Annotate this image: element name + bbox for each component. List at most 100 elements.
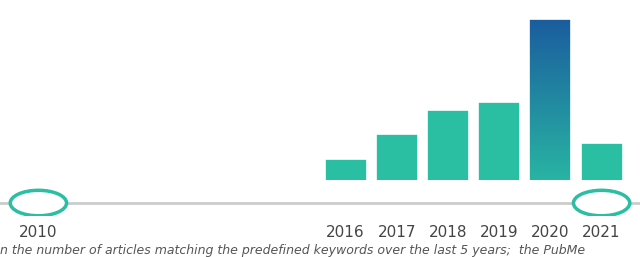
Bar bbox=[529, 184, 572, 185]
Bar bbox=[529, 177, 572, 178]
Bar bbox=[529, 140, 572, 141]
Bar bbox=[529, 151, 572, 152]
Bar bbox=[529, 117, 572, 118]
Bar bbox=[529, 55, 572, 56]
Bar bbox=[529, 84, 572, 85]
Bar bbox=[529, 192, 572, 193]
Bar bbox=[529, 122, 572, 123]
Bar bbox=[529, 85, 572, 86]
Bar bbox=[120, 184, 162, 200]
Bar bbox=[529, 135, 572, 136]
Bar bbox=[529, 196, 572, 197]
Bar bbox=[529, 131, 572, 132]
Bar bbox=[529, 152, 572, 153]
Bar bbox=[529, 145, 572, 146]
Bar bbox=[529, 119, 572, 120]
Bar bbox=[529, 115, 572, 116]
Text: 2021: 2021 bbox=[582, 225, 621, 240]
Bar bbox=[529, 62, 572, 63]
Bar bbox=[529, 150, 572, 151]
Bar bbox=[529, 35, 572, 36]
Bar bbox=[68, 184, 111, 200]
Bar bbox=[529, 173, 572, 174]
Bar bbox=[529, 110, 572, 111]
Bar bbox=[529, 187, 572, 188]
Bar bbox=[529, 48, 572, 49]
Bar bbox=[529, 164, 572, 165]
Bar bbox=[529, 90, 572, 91]
Bar bbox=[529, 59, 572, 60]
Bar bbox=[529, 68, 572, 69]
Bar bbox=[529, 120, 572, 121]
Bar bbox=[529, 124, 572, 125]
Bar bbox=[529, 86, 572, 87]
Bar bbox=[529, 129, 572, 130]
Bar bbox=[529, 71, 572, 72]
Bar bbox=[529, 118, 572, 119]
Bar bbox=[529, 56, 572, 57]
Bar bbox=[427, 110, 469, 200]
Bar bbox=[529, 188, 572, 189]
Bar bbox=[529, 51, 572, 52]
Bar bbox=[478, 102, 520, 200]
Bar bbox=[529, 40, 572, 41]
Bar bbox=[529, 89, 572, 90]
Bar bbox=[529, 88, 572, 89]
Bar bbox=[529, 94, 572, 95]
Bar bbox=[529, 198, 572, 199]
Bar bbox=[529, 74, 572, 75]
Bar bbox=[529, 148, 572, 149]
Bar bbox=[529, 127, 572, 128]
Bar bbox=[529, 146, 572, 147]
Bar bbox=[529, 181, 572, 182]
Bar bbox=[529, 193, 572, 194]
Bar bbox=[529, 130, 572, 131]
Bar bbox=[529, 174, 572, 175]
Bar bbox=[529, 75, 572, 76]
Bar bbox=[529, 102, 572, 103]
Bar bbox=[529, 172, 572, 173]
Bar bbox=[529, 67, 572, 68]
Bar bbox=[529, 98, 572, 99]
Bar bbox=[529, 46, 572, 47]
Bar bbox=[580, 143, 623, 200]
Bar bbox=[529, 25, 572, 26]
Circle shape bbox=[10, 190, 67, 216]
Bar bbox=[529, 81, 572, 82]
Bar bbox=[529, 162, 572, 163]
Bar bbox=[529, 42, 572, 43]
Bar bbox=[376, 134, 418, 200]
Bar bbox=[529, 194, 572, 195]
Bar bbox=[529, 99, 572, 100]
Bar bbox=[529, 70, 572, 71]
Bar bbox=[529, 52, 572, 53]
Text: n the number of articles matching the predefined keywords over the last 5 years;: n the number of articles matching the pr… bbox=[0, 244, 585, 257]
Bar bbox=[529, 176, 572, 177]
Bar bbox=[529, 38, 572, 39]
Bar bbox=[529, 191, 572, 192]
Bar bbox=[529, 125, 572, 126]
Bar bbox=[529, 28, 572, 29]
Bar bbox=[171, 184, 213, 200]
Bar bbox=[529, 154, 572, 155]
Bar bbox=[529, 123, 572, 124]
Bar bbox=[529, 149, 572, 150]
Bar bbox=[222, 184, 264, 200]
Bar bbox=[529, 169, 572, 170]
Bar bbox=[529, 171, 572, 172]
Bar bbox=[529, 30, 572, 31]
Bar bbox=[529, 65, 572, 66]
Bar bbox=[529, 126, 572, 127]
Bar bbox=[529, 197, 572, 198]
Bar bbox=[529, 105, 572, 106]
Bar bbox=[529, 128, 572, 129]
Bar bbox=[324, 159, 367, 200]
Bar bbox=[529, 47, 572, 48]
Text: 2010: 2010 bbox=[19, 225, 58, 240]
Bar bbox=[529, 134, 572, 135]
Bar bbox=[529, 161, 572, 162]
Bar bbox=[529, 104, 572, 105]
Bar bbox=[17, 192, 60, 200]
Bar bbox=[529, 39, 572, 40]
Circle shape bbox=[573, 190, 630, 216]
